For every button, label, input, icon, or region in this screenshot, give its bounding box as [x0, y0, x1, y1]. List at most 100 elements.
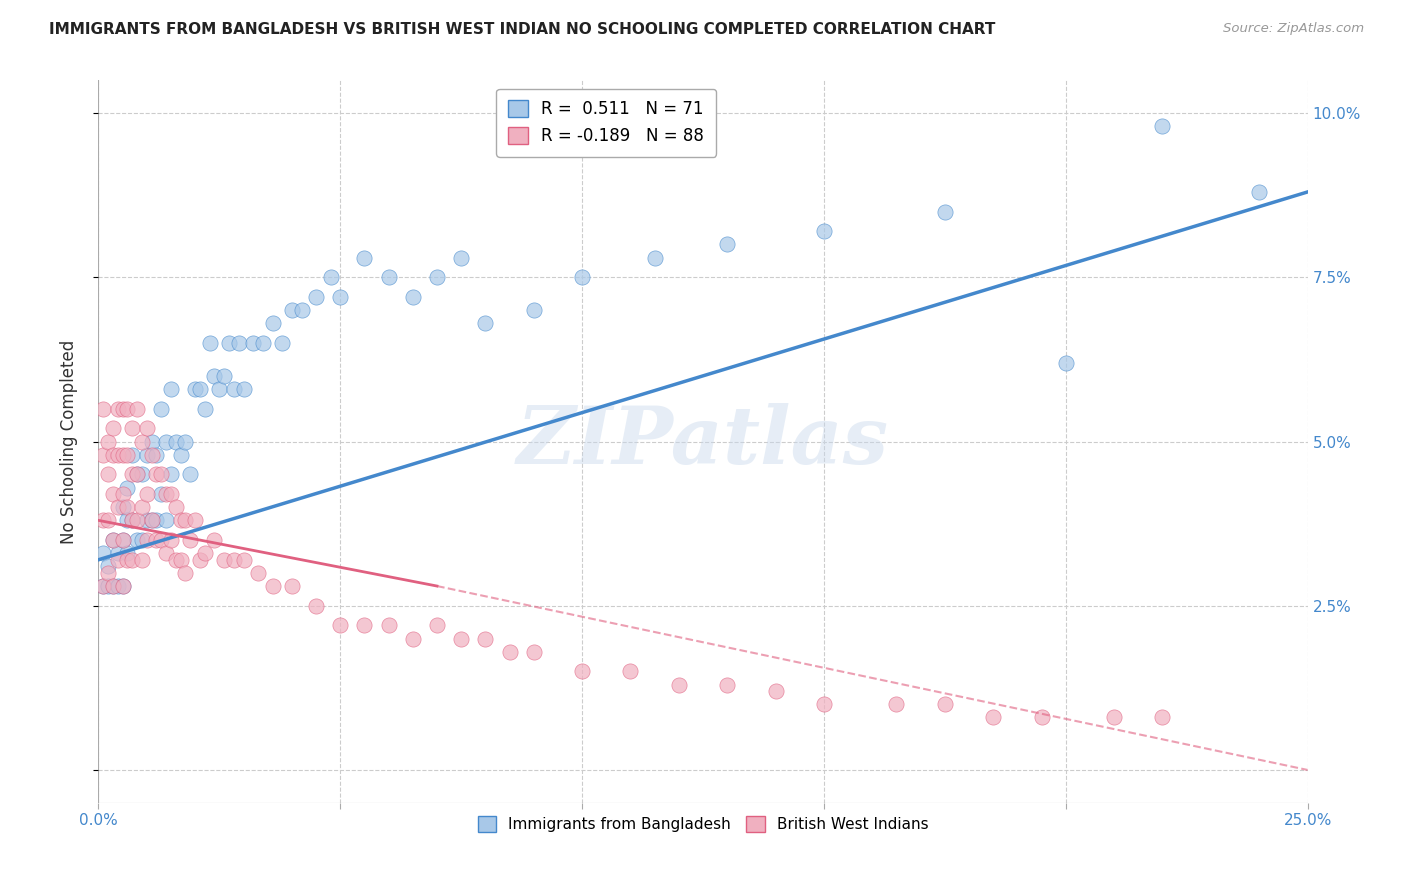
Point — [886, 698, 908, 712]
Point — [127, 467, 149, 482]
Point — [934, 698, 956, 712]
Point — [716, 237, 738, 252]
Text: Source: ZipAtlas.com: Source: ZipAtlas.com — [1223, 22, 1364, 36]
Point — [169, 553, 191, 567]
Point — [523, 303, 546, 318]
Point — [174, 513, 197, 527]
Point — [145, 448, 167, 462]
Point — [402, 632, 425, 646]
Point — [101, 421, 124, 435]
Point — [716, 677, 738, 691]
Point — [111, 401, 134, 416]
Point — [188, 382, 211, 396]
Point — [474, 316, 496, 330]
Point — [150, 487, 173, 501]
Point — [1249, 185, 1271, 199]
Point — [668, 677, 690, 691]
Point — [204, 368, 226, 383]
Point — [121, 553, 143, 567]
Point — [117, 448, 139, 462]
Point — [194, 546, 217, 560]
Point — [247, 566, 270, 580]
Point — [498, 645, 520, 659]
Point — [97, 513, 120, 527]
Point — [111, 487, 134, 501]
Point — [121, 513, 143, 527]
Point — [97, 559, 120, 574]
Point — [91, 579, 114, 593]
Point — [184, 382, 207, 396]
Point — [813, 698, 835, 712]
Point — [204, 533, 226, 547]
Point — [165, 553, 187, 567]
Point — [91, 579, 114, 593]
Point — [111, 579, 134, 593]
Point — [271, 336, 294, 351]
Point — [188, 553, 211, 567]
Point — [107, 553, 129, 567]
Point — [107, 500, 129, 515]
Point — [131, 434, 153, 449]
Point — [131, 533, 153, 547]
Point — [281, 303, 304, 318]
Point — [426, 270, 449, 285]
Y-axis label: No Schooling Completed: No Schooling Completed — [59, 340, 77, 543]
Point — [765, 684, 787, 698]
Point — [353, 251, 375, 265]
Point — [329, 290, 352, 304]
Point — [212, 553, 235, 567]
Point — [329, 618, 352, 632]
Point — [97, 467, 120, 482]
Point — [232, 382, 254, 396]
Point — [91, 401, 114, 416]
Point — [426, 618, 449, 632]
Point — [1152, 120, 1174, 134]
Point — [150, 401, 173, 416]
Point — [402, 290, 425, 304]
Point — [305, 290, 328, 304]
Point — [141, 513, 163, 527]
Point — [135, 513, 157, 527]
Point — [523, 645, 546, 659]
Point — [155, 434, 177, 449]
Point — [1102, 710, 1125, 724]
Point — [290, 303, 312, 318]
Point — [160, 467, 183, 482]
Point — [198, 336, 221, 351]
Point — [117, 546, 139, 560]
Point — [117, 401, 139, 416]
Point — [222, 382, 245, 396]
Point — [91, 513, 114, 527]
Point — [135, 421, 157, 435]
Point — [619, 665, 641, 679]
Point — [319, 270, 342, 285]
Point — [305, 599, 328, 613]
Point — [377, 270, 399, 285]
Point — [101, 579, 124, 593]
Point — [571, 270, 593, 285]
Point — [353, 618, 375, 632]
Point — [121, 467, 143, 482]
Point — [111, 579, 134, 593]
Point — [121, 513, 143, 527]
Point — [127, 513, 149, 527]
Point — [121, 421, 143, 435]
Point — [1054, 356, 1077, 370]
Point — [1031, 710, 1053, 724]
Point — [179, 533, 201, 547]
Point — [377, 618, 399, 632]
Point — [174, 434, 197, 449]
Point — [97, 566, 120, 580]
Point — [101, 448, 124, 462]
Point — [145, 513, 167, 527]
Point — [232, 553, 254, 567]
Point — [228, 336, 250, 351]
Point — [97, 579, 120, 593]
Point — [131, 500, 153, 515]
Point — [242, 336, 264, 351]
Point — [169, 513, 191, 527]
Point — [91, 546, 114, 560]
Point — [111, 448, 134, 462]
Point — [141, 513, 163, 527]
Point — [644, 251, 666, 265]
